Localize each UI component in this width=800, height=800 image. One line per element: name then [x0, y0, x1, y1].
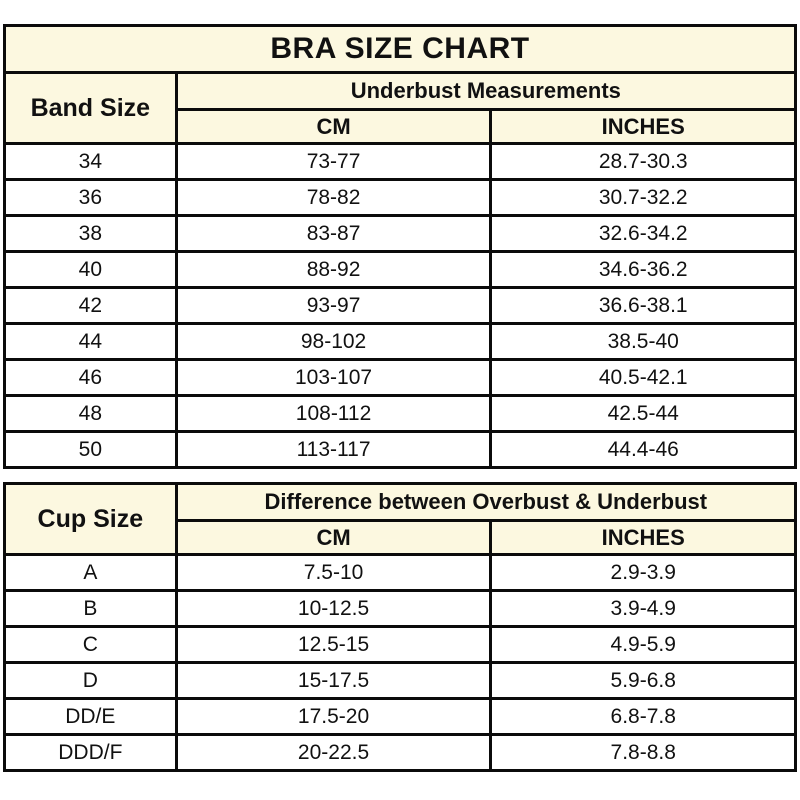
cm-cell: 15-17.5 [174, 661, 493, 700]
cm-cell: 108-112 [174, 394, 493, 433]
cm-cell: 12.5-15 [174, 625, 493, 664]
cm-cell: 10-12.5 [174, 589, 493, 628]
table-row: A 7.5-10 2.9-3.9 [3, 553, 797, 592]
cm-column-header: CM [174, 108, 493, 145]
cm-cell: 93-97 [174, 286, 493, 325]
band-size-cell: 42 [3, 286, 178, 325]
cm-cell: 7.5-10 [174, 553, 493, 592]
table-row: DDD/F 20-22.5 7.8-8.8 [3, 733, 797, 772]
cup-size-cell: DDD/F [3, 733, 178, 772]
table-divider-gap [3, 469, 797, 482]
inches-cell: 44.4-46 [489, 430, 797, 469]
title-row: BRA SIZE CHART [3, 24, 797, 74]
table-row: 34 73-77 28.7-30.3 [3, 142, 797, 181]
cm-cell: 73-77 [174, 142, 493, 181]
table-row: 36 78-82 30.7-32.2 [3, 178, 797, 217]
inches-cell: 2.9-3.9 [489, 553, 797, 592]
inches-cell: 32.6-34.2 [489, 214, 797, 253]
band-size-cell: 46 [3, 358, 178, 397]
inches-cell: 6.8-7.8 [489, 697, 797, 736]
table-row: D 15-17.5 5.9-6.8 [3, 661, 797, 700]
inches-cell: 34.6-36.2 [489, 250, 797, 289]
table-row: 46 103-107 40.5-42.1 [3, 358, 797, 397]
page-title: BRA SIZE CHART [3, 24, 797, 74]
table-row: DD/E 17.5-20 6.8-7.8 [3, 697, 797, 736]
difference-group-header: Difference between Overbust & Underbust [174, 482, 798, 522]
inches-cell: 30.7-32.2 [489, 178, 797, 217]
cm-cell: 98-102 [174, 322, 493, 361]
cm-cell: 88-92 [174, 250, 493, 289]
band-size-cell: 48 [3, 394, 178, 433]
cup-size-cell: D [3, 661, 178, 700]
inches-cell: 4.9-5.9 [489, 625, 797, 664]
inches-column-header: INCHES [489, 108, 797, 145]
cm-cell: 78-82 [174, 178, 493, 217]
table-row: 44 98-102 38.5-40 [3, 322, 797, 361]
band-size-cell: 44 [3, 322, 178, 361]
band-table-header-row: Band Size Underbust Measurements [3, 71, 798, 145]
table-row: C 12.5-15 4.9-5.9 [3, 625, 797, 664]
cm-cell: 20-22.5 [174, 733, 493, 772]
inches-cell: 42.5-44 [489, 394, 797, 433]
band-size-cell: 34 [3, 142, 178, 181]
cm-cell: 113-117 [174, 430, 493, 469]
inches-cell: 36.6-38.1 [489, 286, 797, 325]
inches-cell: 7.8-8.8 [489, 733, 797, 772]
cm-column-header: CM [174, 519, 493, 556]
inches-cell: 3.9-4.9 [489, 589, 797, 628]
table-row: 40 88-92 34.6-36.2 [3, 250, 797, 289]
cm-cell: 103-107 [174, 358, 493, 397]
inches-cell: 5.9-6.8 [489, 661, 797, 700]
cm-cell: 83-87 [174, 214, 493, 253]
cup-size-cell: B [3, 589, 178, 628]
inches-cell: 28.7-30.3 [489, 142, 797, 181]
cup-size-table: Cup Size Difference between Overbust & U… [3, 482, 798, 772]
table-row: 48 108-112 42.5-44 [3, 394, 797, 433]
cup-size-cell: A [3, 553, 178, 592]
cup-table-header-row: Cup Size Difference between Overbust & U… [3, 482, 798, 556]
band-size-table: BRA SIZE CHART Band Size Underbust Measu… [3, 24, 798, 469]
table-row: 42 93-97 36.6-38.1 [3, 286, 797, 325]
table-row: 38 83-87 32.6-34.2 [3, 214, 797, 253]
inches-cell: 40.5-42.1 [489, 358, 797, 397]
inches-column-header: INCHES [489, 519, 797, 556]
band-size-cell: 36 [3, 178, 178, 217]
underbust-group-header: Underbust Measurements [174, 71, 798, 111]
band-size-cell: 50 [3, 430, 178, 469]
cm-cell: 17.5-20 [174, 697, 493, 736]
table-row: 50 113-117 44.4-46 [3, 430, 797, 469]
band-table-unit-row: CM INCHES [5, 108, 797, 145]
cup-size-cell: C [3, 625, 178, 664]
band-size-header: Band Size [3, 71, 178, 145]
band-size-cell: 40 [3, 250, 178, 289]
table-row: B 10-12.5 3.9-4.9 [3, 589, 797, 628]
cup-table-unit-row: CM INCHES [5, 519, 797, 556]
band-size-cell: 38 [3, 214, 178, 253]
cup-size-header: Cup Size [3, 482, 178, 556]
inches-cell: 38.5-40 [489, 322, 797, 361]
cup-size-cell: DD/E [3, 697, 178, 736]
